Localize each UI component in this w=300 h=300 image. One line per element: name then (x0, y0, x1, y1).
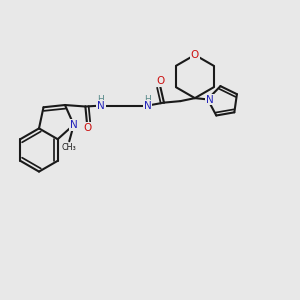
Text: CH₃: CH₃ (62, 143, 76, 152)
Text: H: H (144, 95, 151, 104)
Text: O: O (156, 76, 164, 86)
Text: H: H (98, 95, 104, 104)
Text: N: N (144, 100, 151, 111)
Text: O: O (191, 50, 199, 60)
Text: N: N (97, 100, 105, 111)
Text: O: O (83, 122, 91, 133)
Text: N: N (70, 120, 78, 130)
Text: N: N (206, 94, 214, 105)
